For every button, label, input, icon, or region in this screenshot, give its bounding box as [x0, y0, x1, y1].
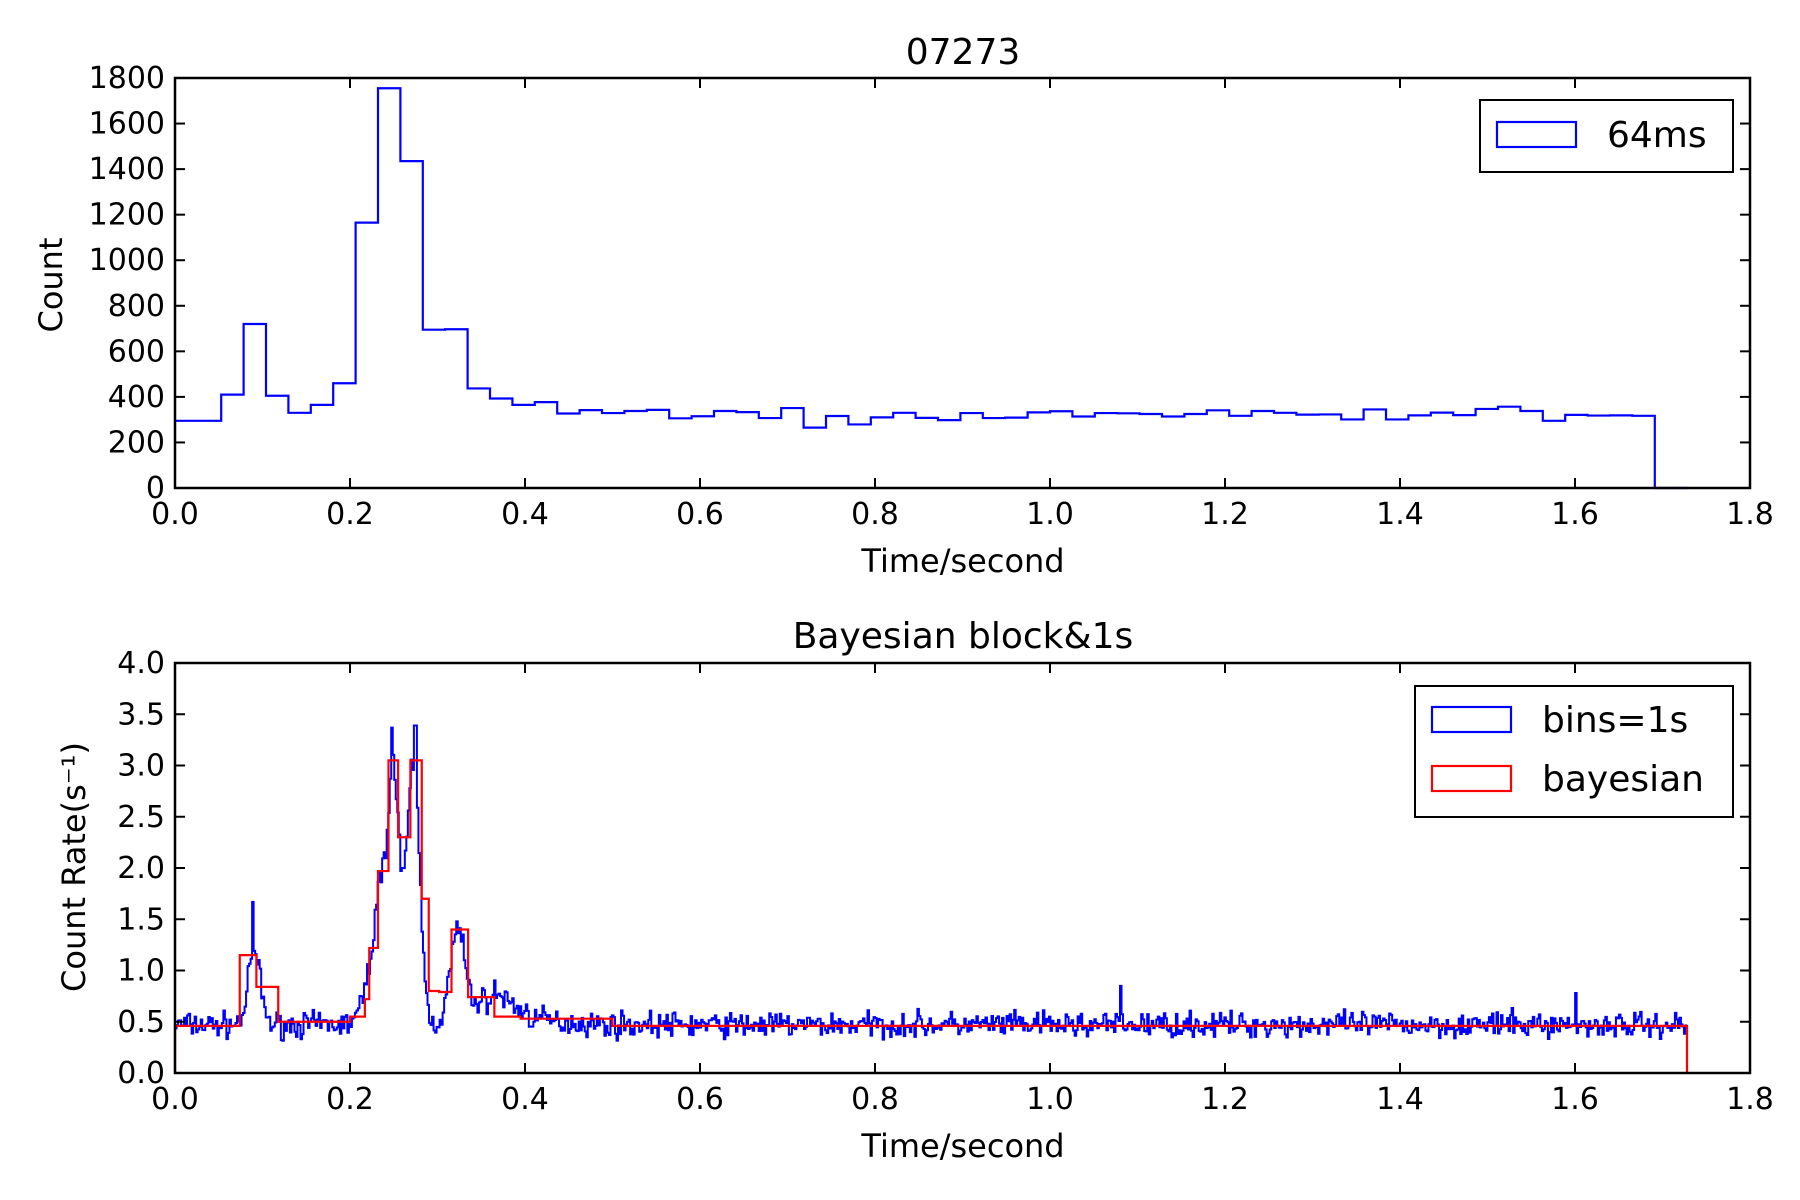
y-tick-label: 3.5 — [117, 697, 165, 732]
legend-box — [1479, 99, 1734, 173]
x-tick-label: 0.4 — [501, 497, 549, 532]
series-line-64ms — [175, 87, 1688, 490]
y-tick-label: 1800 — [89, 61, 165, 96]
legend: 64ms — [1479, 99, 1734, 173]
y-tick-label: 1600 — [89, 107, 165, 142]
x-axis-ticks: 0.0 0.2 0.4 0.6 0.8 1.0 1.2 1.4 1.6 1.8 — [151, 78, 1774, 532]
y-tick-label: 2.0 — [117, 851, 165, 886]
legend-label-bins-1s: bins=1s — [1542, 700, 1688, 741]
x-tick-label: 0.0 — [151, 497, 199, 532]
x-axis-label: Time/second — [860, 542, 1064, 580]
x-tick-label: 0.0 — [151, 1082, 199, 1117]
y-tick-label: 1.0 — [117, 954, 165, 989]
legend-swatch-bins-1s — [1430, 705, 1513, 734]
x-tick-label: 1.4 — [1376, 1082, 1424, 1117]
x-tick-label: 0.8 — [851, 497, 899, 532]
legend-label-64ms: 64ms — [1607, 115, 1707, 156]
y-tick-label: 3.0 — [117, 749, 165, 784]
y-tick-label: 1400 — [89, 152, 165, 187]
x-tick-label: 1.4 — [1376, 497, 1424, 532]
chart-title: Bayesian block&1s — [793, 616, 1134, 657]
x-tick-label: 1.2 — [1201, 497, 1249, 532]
x-tick-label: 1.0 — [1026, 497, 1074, 532]
plot-area — [173, 76, 1752, 490]
bayesian-panel: Bayesian block&1s 0.0 0.2 0.4 0.6 0.8 1.0 1.2 1… — [55, 616, 1774, 1165]
y-tick-label: 4.0 — [117, 646, 165, 681]
y-tick-label: 1000 — [89, 243, 165, 278]
y-axis-label: Count — [32, 237, 70, 332]
y-axis-ticks: 0 200 400 600 800 1000 1200 1400 1600 1800 — [89, 61, 1750, 506]
x-tick-label: 1.2 — [1201, 1082, 1249, 1117]
x-tick-label: 1.8 — [1726, 1082, 1774, 1117]
y-tick-label: 800 — [108, 289, 165, 324]
x-tick-label: 1.8 — [1726, 497, 1774, 532]
series-line-bayesian — [173, 759, 1689, 1073]
x-tick-label: 1.0 — [1026, 1082, 1074, 1117]
plot-frame — [173, 76, 1752, 490]
y-axis-ticks: 0.0 0.5 1.0 1.5 2.0 2.5 3.0 3.5 4.0 — [117, 646, 1750, 1091]
legend-swatch-bayesian — [1430, 764, 1513, 793]
y-tick-label: 0.5 — [117, 1005, 165, 1040]
legend-label-bayesian: bayesian — [1542, 759, 1704, 800]
legend: bins=1s bayesian — [1414, 685, 1734, 818]
x-tick-label: 0.2 — [326, 497, 374, 532]
x-axis-label: Time/second — [860, 1127, 1064, 1165]
y-tick-label: 1.5 — [117, 902, 165, 937]
y-tick-label: 600 — [108, 334, 165, 369]
y-tick-label: 1200 — [89, 198, 165, 233]
x-tick-label: 0.6 — [676, 1082, 724, 1117]
x-tick-label: 0.2 — [326, 1082, 374, 1117]
histogram-panel: 07273 0.0 0.2 0.4 0.6 0.8 1.0 1.2 1.4 1.6 1.8 0 20… — [32, 32, 1774, 580]
y-tick-label: 0.0 — [117, 1056, 165, 1091]
x-tick-label: 1.6 — [1551, 497, 1599, 532]
y-tick-label: 400 — [108, 380, 165, 415]
y-tick-label: 0 — [146, 471, 165, 506]
x-tick-label: 0.6 — [676, 497, 724, 532]
y-tick-label: 2.5 — [117, 800, 165, 835]
x-axis-ticks: 0.0 0.2 0.4 0.6 0.8 1.0 1.2 1.4 1.6 1.8 — [151, 663, 1774, 1117]
x-tick-label: 0.4 — [501, 1082, 549, 1117]
x-tick-label: 0.8 — [851, 1082, 899, 1117]
legend-swatch-64ms — [1495, 120, 1578, 149]
y-axis-label: Count Rate(s⁻¹) — [55, 742, 93, 992]
y-tick-label: 200 — [108, 425, 165, 460]
x-tick-label: 1.6 — [1551, 1082, 1599, 1117]
chart-title: 07273 — [906, 32, 1021, 73]
